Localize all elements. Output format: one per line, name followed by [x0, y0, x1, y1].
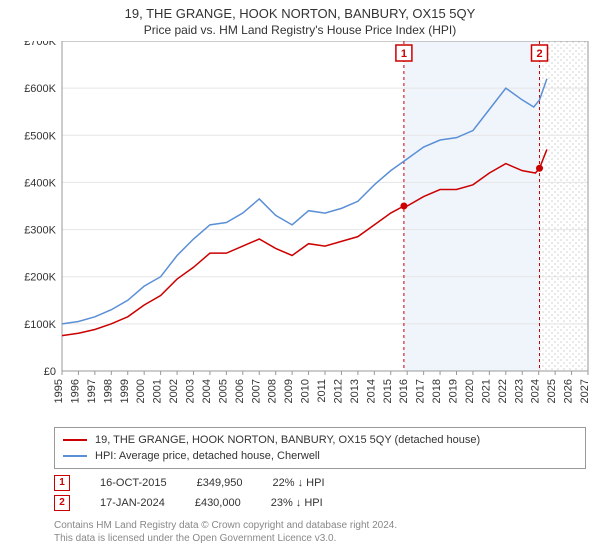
- x-tick-label: 2006: [234, 379, 246, 403]
- y-tick-label: £500K: [24, 130, 56, 142]
- x-tick-label: 2020: [464, 379, 476, 403]
- x-tick-label: 1995: [53, 379, 65, 403]
- x-tick-label: 1999: [119, 379, 131, 403]
- data-rows: 1 16-OCT-2015 £349,950 22% ↓ HPI 2 17-JA…: [54, 473, 586, 513]
- x-tick-label: 2015: [382, 379, 394, 403]
- x-tick-label: 2024: [530, 379, 542, 403]
- marker-badge-2: 2: [54, 495, 70, 511]
- chart-area: £0 £100K £200K £300K £400K £500K £600K £700K 199…: [8, 41, 592, 421]
- x-tick-label: 2025: [546, 379, 558, 403]
- x-tick-label: 1996: [69, 379, 81, 403]
- x-tick-label: 1997: [86, 379, 98, 403]
- x-tick-label: 2007: [250, 379, 262, 403]
- y-tick-label: £700K: [24, 41, 56, 48]
- marker-badge-1: 1: [54, 475, 70, 491]
- x-tick-label: 2002: [168, 379, 180, 403]
- x-tick-label: 2008: [267, 379, 279, 403]
- y-tick-label: £400K: [24, 177, 56, 189]
- marker-number: 2: [536, 48, 542, 60]
- x-tick-label: 2027: [579, 379, 591, 403]
- sale-date: 16-OCT-2015: [100, 473, 167, 493]
- marker-number: 1: [401, 48, 407, 60]
- footer-line-1: Contains HM Land Registry data © Crown c…: [54, 519, 586, 532]
- legend-label-1: 19, THE GRANGE, HOOK NORTON, BANBURY, OX…: [95, 432, 480, 448]
- y-tick-label: £100K: [24, 319, 56, 331]
- y-tick-label: £0: [44, 366, 56, 378]
- y-tick-label: £300K: [24, 225, 56, 237]
- sale-point: [536, 165, 543, 172]
- sale-price: £430,000: [195, 493, 241, 513]
- x-tick-label: 2003: [185, 379, 197, 403]
- sale-date: 17-JAN-2024: [100, 493, 165, 513]
- sale-point: [400, 203, 407, 210]
- sale-pct: 22% ↓ HPI: [273, 473, 325, 493]
- x-tick-label: 2019: [448, 379, 460, 403]
- legend: 19, THE GRANGE, HOOK NORTON, BANBURY, OX…: [54, 427, 586, 469]
- legend-swatch-2: [63, 455, 87, 457]
- data-row: 2 17-JAN-2024 £430,000 23% ↓ HPI: [54, 493, 586, 513]
- chart-subtitle: Price paid vs. HM Land Registry's House …: [0, 21, 600, 41]
- legend-row: 19, THE GRANGE, HOOK NORTON, BANBURY, OX…: [63, 432, 577, 448]
- legend-swatch-1: [63, 439, 87, 441]
- sale-price: £349,950: [197, 473, 243, 493]
- x-tick-label: 2004: [201, 379, 213, 403]
- x-tick-label: 2016: [398, 379, 410, 403]
- x-tick-label: 2013: [349, 379, 361, 403]
- x-tick-label: 1998: [102, 379, 114, 403]
- chart-title: 19, THE GRANGE, HOOK NORTON, BANBURY, OX…: [0, 0, 600, 21]
- x-tick-label: 2005: [217, 379, 229, 403]
- shaded-region: [404, 41, 540, 371]
- x-tick-label: 2022: [497, 379, 509, 403]
- x-tick-label: 2010: [300, 379, 312, 403]
- x-tick-label: 2000: [135, 379, 147, 403]
- forecast-region: [540, 41, 588, 371]
- x-tick-label: 2011: [316, 379, 328, 403]
- x-tick-label: 2017: [415, 379, 427, 403]
- x-tick-label: 2026: [563, 379, 575, 403]
- x-tick-label: 2001: [152, 379, 164, 403]
- y-tick-label: £600K: [24, 83, 56, 95]
- sale-pct: 23% ↓ HPI: [271, 493, 323, 513]
- x-tick-label: 2023: [513, 379, 525, 403]
- legend-label-2: HPI: Average price, detached house, Cher…: [95, 448, 320, 464]
- x-tick-label: 2014: [365, 379, 377, 403]
- x-tick-label: 2012: [332, 379, 344, 403]
- y-tick-label: £200K: [24, 272, 56, 284]
- x-tick-label: 2021: [480, 379, 492, 403]
- legend-row: HPI: Average price, detached house, Cher…: [63, 448, 577, 464]
- footer: Contains HM Land Registry data © Crown c…: [54, 519, 586, 545]
- x-tick-label: 2018: [431, 379, 443, 403]
- x-tick-label: 2009: [283, 379, 295, 403]
- data-row: 1 16-OCT-2015 £349,950 22% ↓ HPI: [54, 473, 586, 493]
- footer-line-2: This data is licensed under the Open Gov…: [54, 532, 586, 545]
